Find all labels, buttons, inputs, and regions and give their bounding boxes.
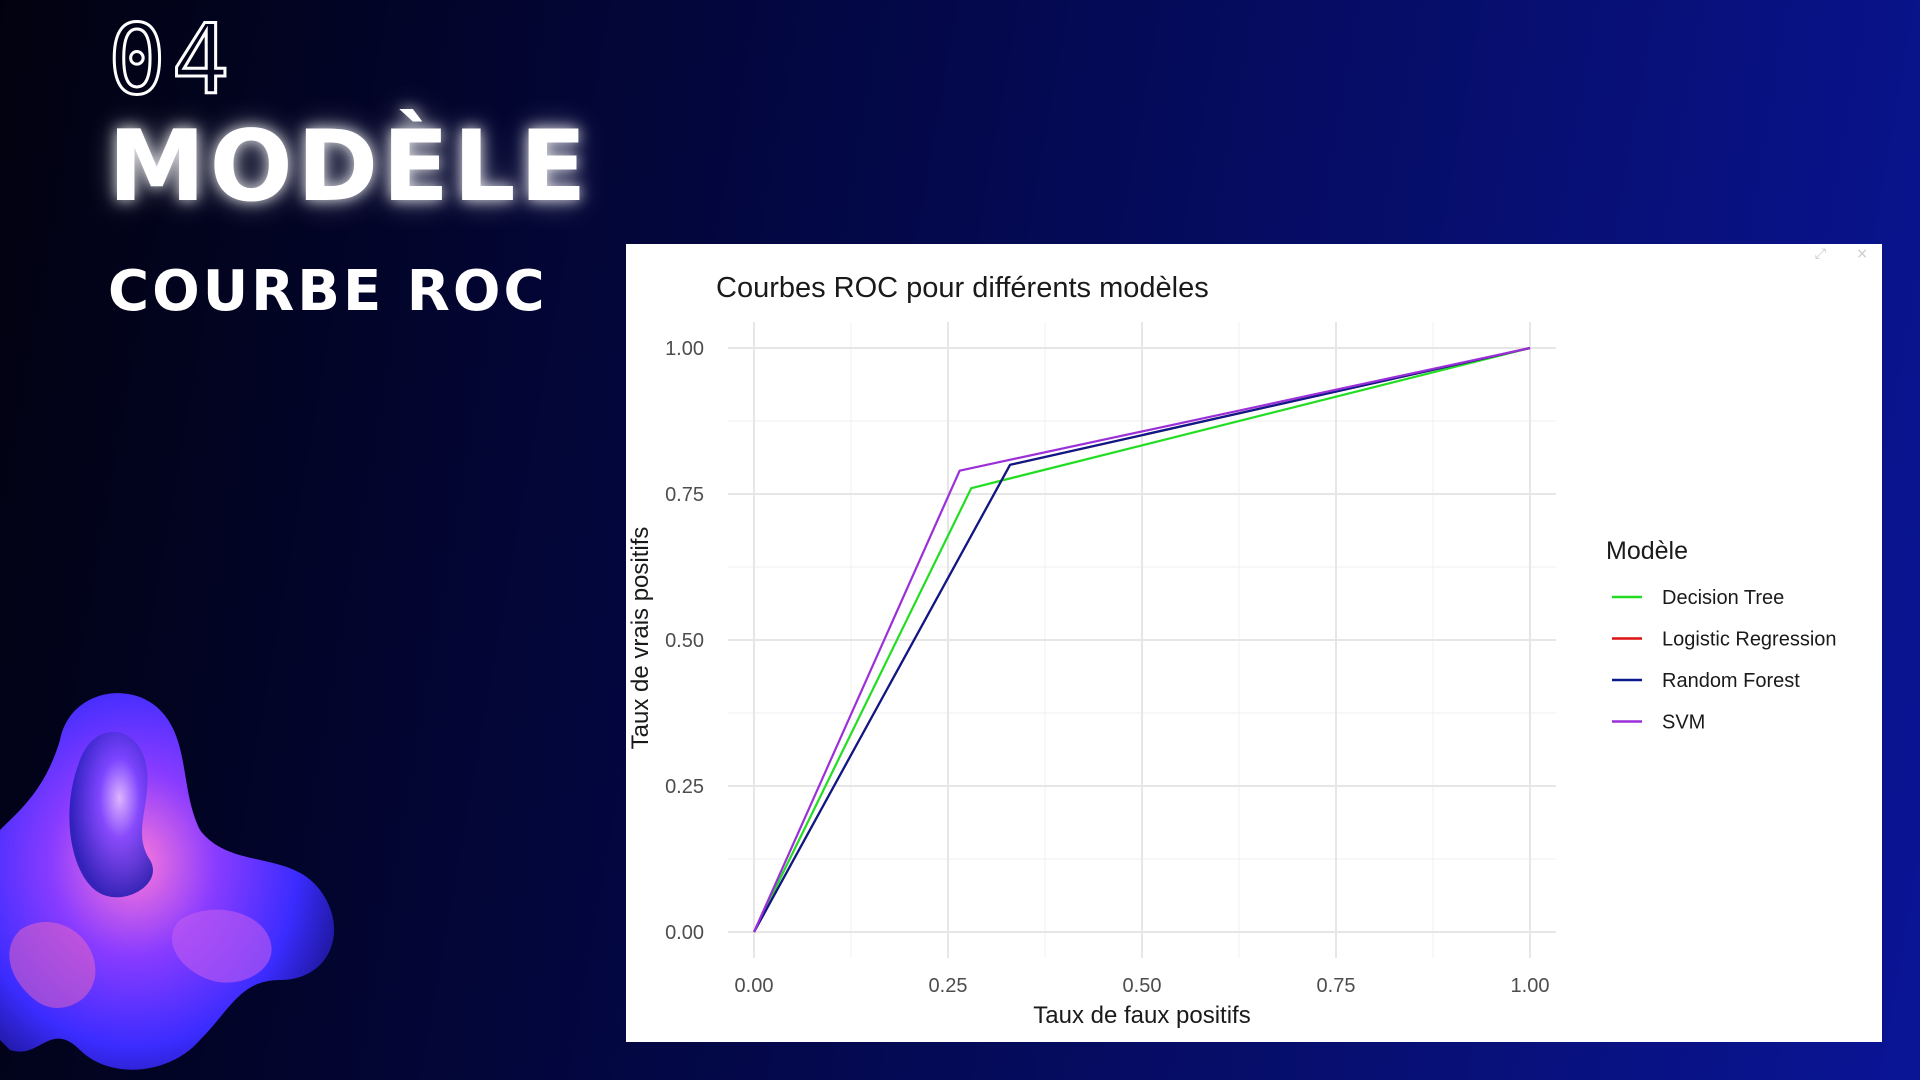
series-line-svm (752, 346, 1531, 933)
chart-title: Courbes ROC pour différents modèles (716, 272, 1209, 304)
roc-chart: Courbes ROC pour différents modèles 0.00… (627, 272, 1837, 1029)
series-line-random-forest (753, 346, 1531, 933)
tick-labels: 0.00 0.25 0.50 0.75 1.00 0.00 0.25 0.50 0.75 1.00 (665, 338, 1549, 997)
legend-label-svm: SVM (1662, 712, 1705, 734)
y-axis-label: Taux de vrais positifs (627, 527, 654, 750)
grid (728, 322, 1556, 958)
decorative-blob-image (0, 693, 335, 1070)
x-tick-label: 0.75 (1317, 975, 1356, 997)
legend: Modèle Decision Tree Logistic Regression R… (1606, 537, 1837, 734)
x-tick-label: 0.00 (735, 975, 774, 997)
legend-label-random-forest: Random Forest (1662, 670, 1800, 692)
legend-title: Modèle (1606, 537, 1688, 565)
y-tick-label: 0.50 (665, 630, 704, 652)
x-tick-label: 1.00 (1511, 975, 1550, 997)
y-tick-label: 0.25 (665, 776, 704, 798)
x-tick-label: 0.25 (929, 975, 968, 997)
close-icon[interactable]: × (1856, 246, 1868, 262)
slide-title: MODÈLE (108, 110, 591, 224)
legend-label-decision-tree: Decision Tree (1662, 587, 1784, 609)
expand-icon[interactable]: ⤢ (1814, 246, 1826, 262)
series-line-decision-tree (753, 346, 1531, 933)
y-tick-label: 0.75 (665, 484, 704, 506)
slide-subtitle: COURBE ROC (108, 259, 548, 324)
x-axis-label: Taux de faux positifs (1033, 1002, 1250, 1029)
slide-number: 04 (107, 4, 236, 116)
series-lines (752, 346, 1531, 933)
chart-panel: ⤢ × Courbes ROC pour différents modèles … (626, 244, 1882, 1042)
legend-label-logistic-regression: Logistic Regression (1662, 629, 1837, 651)
x-tick-label: 0.50 (1123, 975, 1162, 997)
y-tick-label: 1.00 (665, 338, 704, 360)
y-tick-label: 0.00 (665, 922, 704, 944)
